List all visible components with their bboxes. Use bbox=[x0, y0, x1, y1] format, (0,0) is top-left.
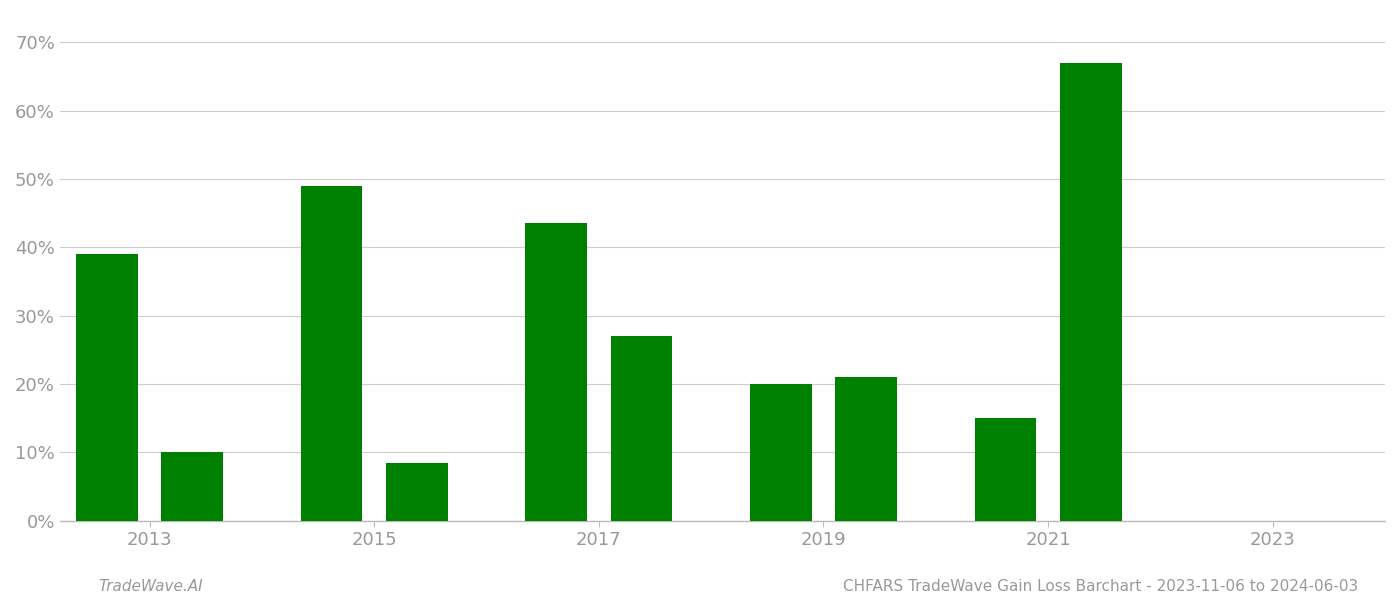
Bar bbox=[76, 254, 137, 521]
Bar bbox=[836, 377, 897, 521]
Text: TradeWave.AI: TradeWave.AI bbox=[98, 579, 203, 594]
Bar bbox=[525, 223, 587, 521]
Bar bbox=[610, 336, 672, 521]
Bar bbox=[301, 186, 363, 521]
Text: CHFARS TradeWave Gain Loss Barchart - 2023-11-06 to 2024-06-03: CHFARS TradeWave Gain Loss Barchart - 20… bbox=[843, 579, 1358, 594]
Bar bbox=[1060, 63, 1121, 521]
Bar bbox=[750, 384, 812, 521]
Bar bbox=[974, 418, 1036, 521]
Bar bbox=[386, 463, 448, 521]
Bar bbox=[161, 452, 223, 521]
